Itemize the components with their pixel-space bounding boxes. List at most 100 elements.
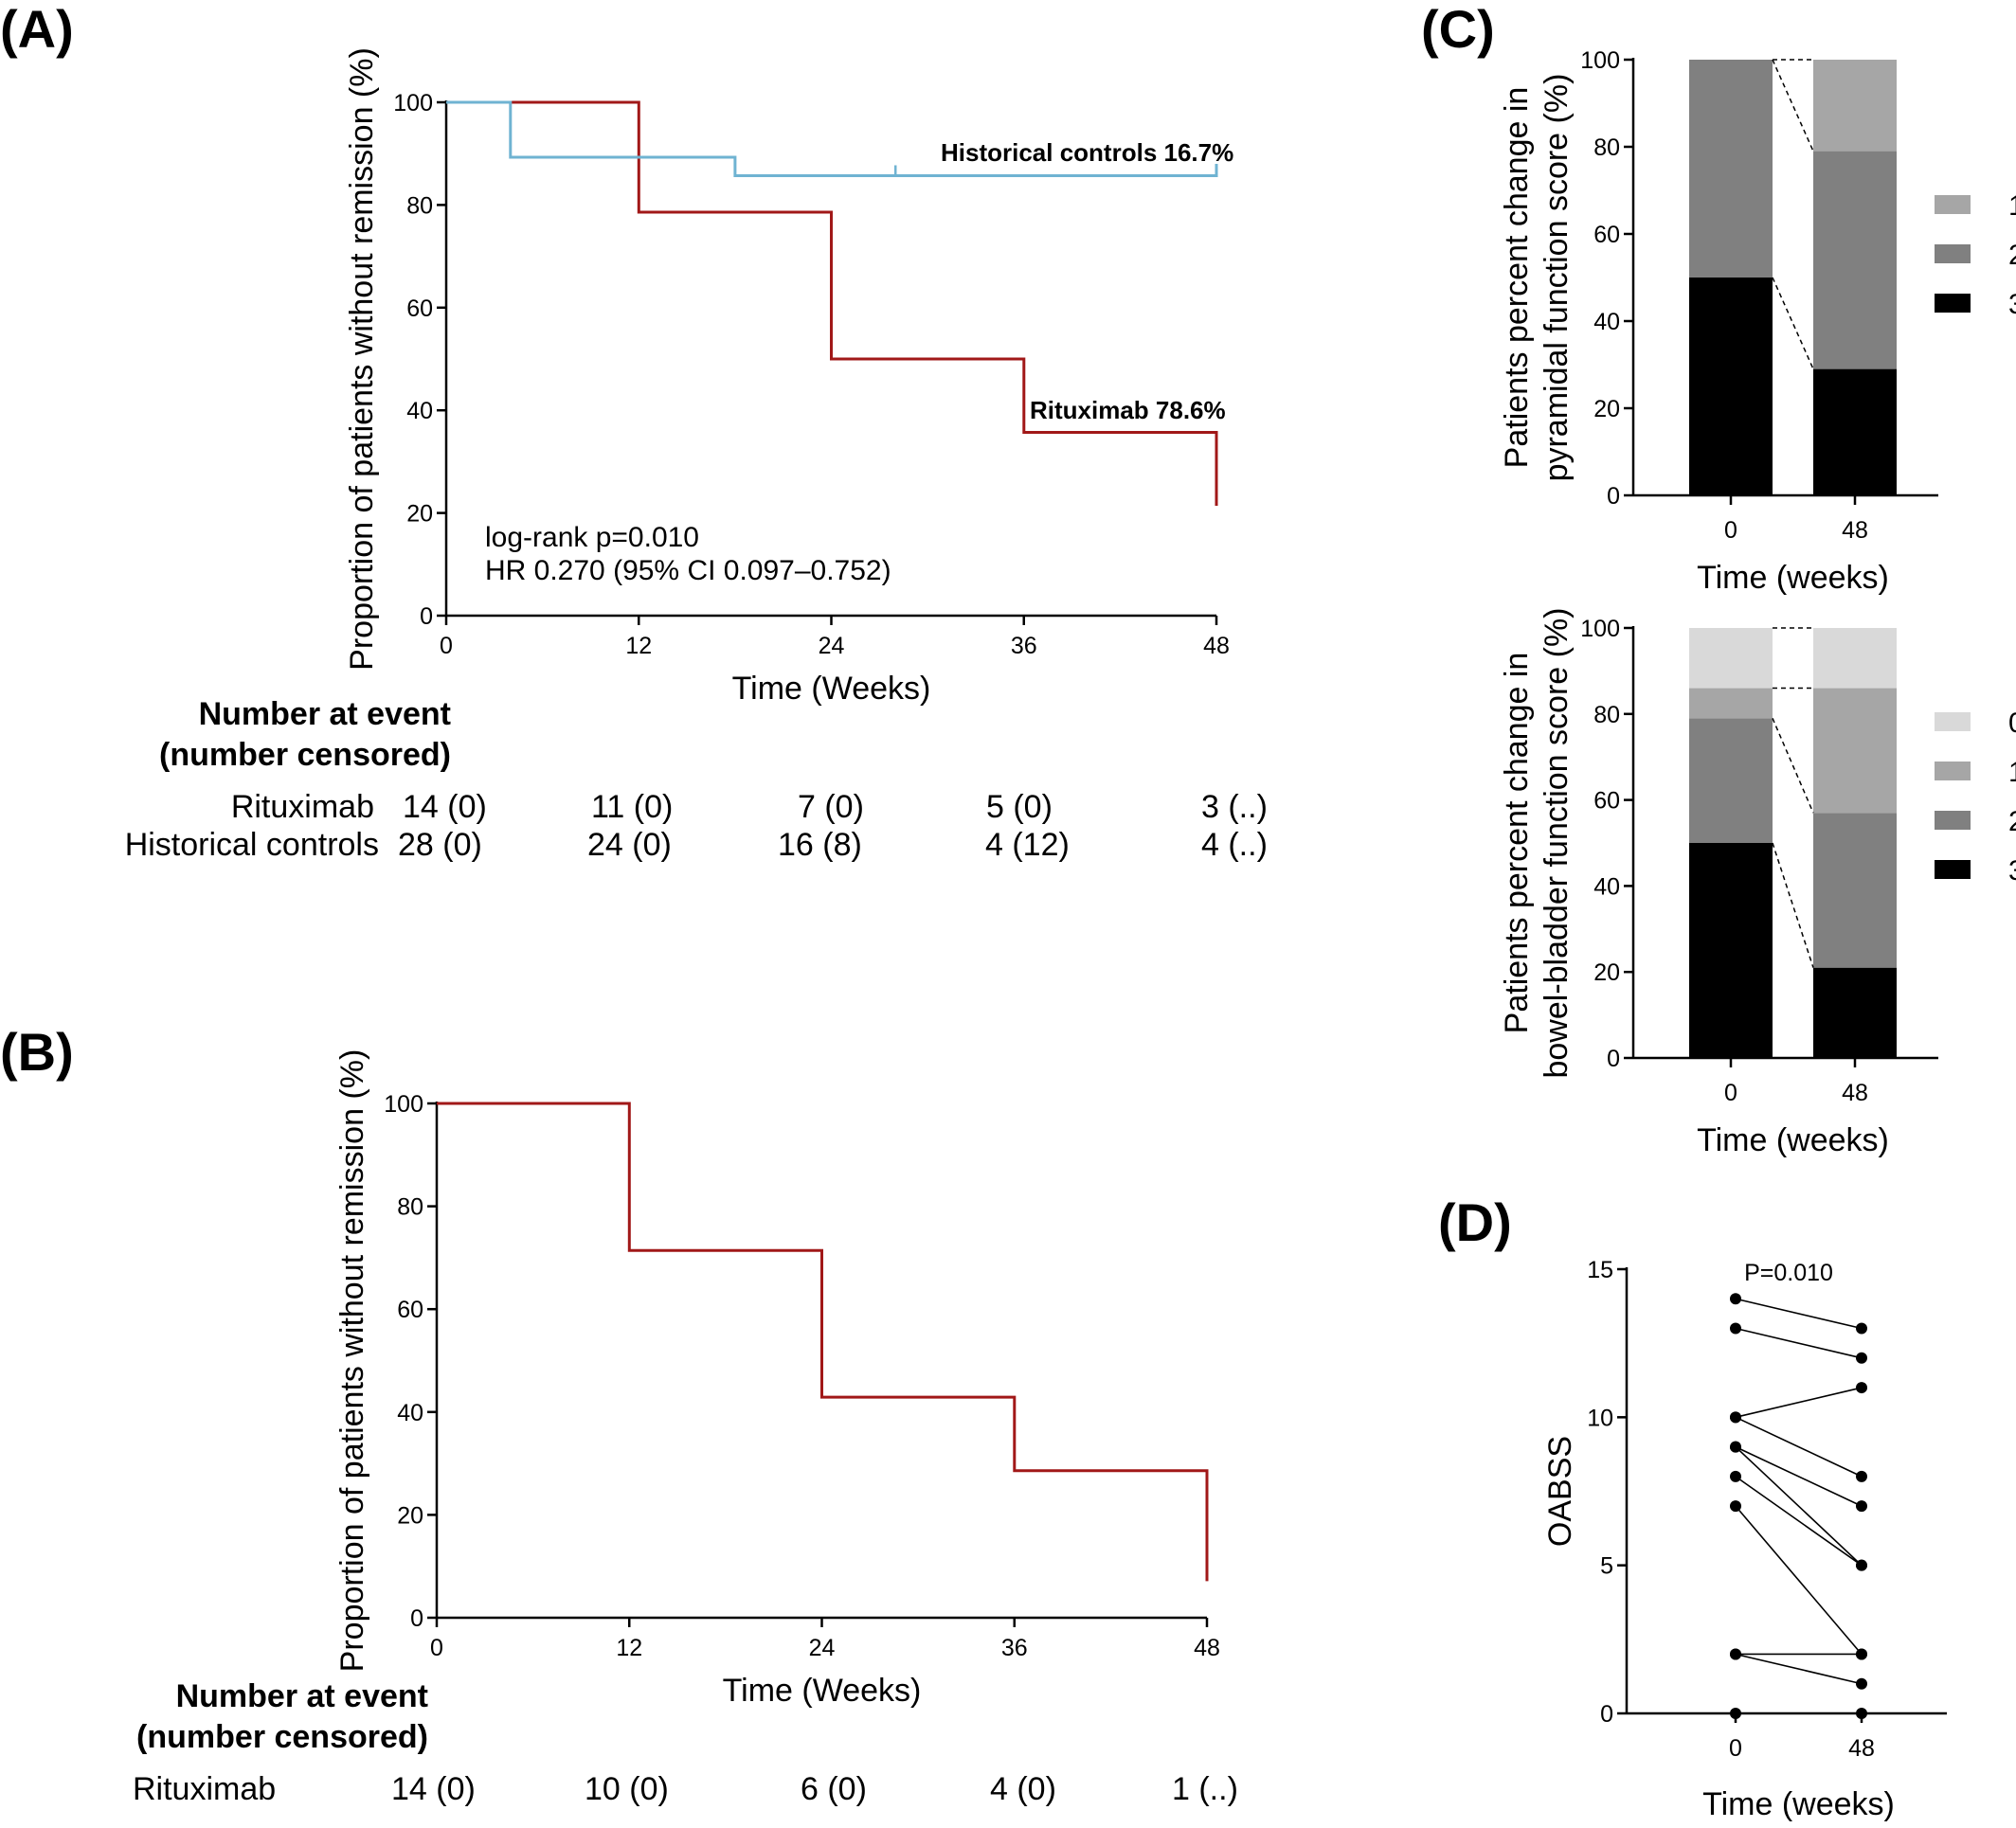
point-week-48	[1856, 1648, 1867, 1660]
y-tick-label: 0	[420, 603, 433, 630]
y-tick-label: 15	[1587, 1257, 1613, 1283]
bar-segment-score-2	[1689, 60, 1773, 278]
paired-line	[1735, 1416, 1863, 1478]
y-tick-label: 40	[397, 1400, 423, 1426]
risk-value: 4 (0)	[990, 1771, 1056, 1807]
x-tick-label: 48	[1842, 517, 1868, 544]
y-tick-label: 0	[410, 1605, 423, 1632]
point-week-48	[1856, 1470, 1867, 1482]
bar-segment-score-2	[1813, 813, 1897, 968]
y-tick-label: 20	[406, 501, 433, 528]
risk-row-rituximab-a: 14 (0) 11 (0) 7 (0) 5 (0) 3 (..)	[403, 789, 1268, 825]
point-week-48	[1856, 1352, 1867, 1364]
y-tick-label: 80	[1593, 134, 1620, 161]
y-tick-label: 20	[397, 1502, 423, 1529]
paired-line	[1735, 1446, 1863, 1567]
x-tick-label: 0	[1724, 517, 1737, 544]
y-tick-label: 100	[384, 1091, 423, 1118]
x-tick-label: 48	[1848, 1735, 1875, 1762]
risk-row-historical-a: 28 (0) 24 (0) 16 (8) 4 (12) 4 (..)	[398, 827, 1268, 863]
x-tick-label: 48	[1842, 1080, 1868, 1106]
y-axis-title: pyramidal function score (%)	[1539, 74, 1575, 482]
km-chart-a: 0 20 40 60 80 100 0 12 24 36 48 Time (Weeks) Proport…	[344, 47, 1230, 707]
bar-segment-score-3	[1813, 368, 1897, 495]
x-tick-label: 48	[1194, 1635, 1220, 1661]
risk-value: 28 (0)	[398, 827, 482, 863]
stacked-bar-bowel-bladder: 0 20 40 60 80 100 0 48 0 1 2 3 Time (weeks) Patients …	[1499, 607, 2016, 1158]
risk-value: 24 (0)	[587, 827, 672, 863]
y-tick-label: 10	[1587, 1405, 1613, 1431]
x-tick-label: 24	[819, 633, 845, 659]
panel-label-b: (B)	[0, 1022, 74, 1082]
x-axis-title: Time (weeks)	[1697, 560, 1889, 596]
km-curve-rituximab	[446, 100, 1218, 506]
connector-line	[1772, 718, 1814, 814]
risk-value: 7 (0)	[798, 789, 864, 825]
x-axis-title: Time (Weeks)	[732, 671, 931, 707]
y-tick-label: 100	[1580, 616, 1620, 642]
paired-line	[1735, 1387, 1863, 1419]
y-tick-label: 60	[397, 1297, 423, 1323]
legend-label: 1	[2008, 757, 2016, 788]
panel-label-d: (D)	[1438, 1192, 1512, 1252]
stats-hazard-ratio: HR 0.270 (95% CI 0.097–0.752)	[485, 555, 891, 586]
risk-value: 5 (0)	[986, 789, 1053, 825]
y-tick-label: 40	[406, 398, 433, 424]
legend-swatch	[1935, 712, 1971, 731]
x-tick-label: 48	[1203, 633, 1230, 659]
stats-logrank: log-rank p=0.010	[485, 522, 699, 553]
legend-swatch	[1935, 244, 1971, 263]
y-tick-label: 5	[1600, 1553, 1613, 1580]
x-tick-label: 0	[1724, 1080, 1737, 1106]
bar-segment-score-3	[1689, 843, 1773, 1058]
rituximab-annotation: Rituximab 78.6%	[1030, 396, 1226, 424]
x-tick-label: 0	[430, 1635, 443, 1661]
y-axis-title: Proportion of patients without remission…	[344, 47, 380, 671]
risk-value: 4 (..)	[1201, 827, 1268, 863]
x-tick-label: 36	[1001, 1635, 1028, 1661]
y-tick-label: 80	[397, 1194, 423, 1221]
y-tick-label: 0	[1600, 1701, 1613, 1728]
x-axis-title: Time (Weeks)	[723, 1673, 922, 1709]
km-curve-rituximab	[437, 1102, 1209, 1582]
point-week-48	[1856, 1708, 1867, 1719]
x-tick-label: 0	[1729, 1735, 1742, 1762]
x-tick-label: 0	[440, 633, 453, 659]
historical-controls-annotation: Historical controls 16.7%	[941, 138, 1233, 167]
y-tick-label: 80	[1593, 702, 1620, 728]
risk-value: 14 (0)	[391, 1771, 476, 1807]
y-tick-label: 0	[1607, 483, 1620, 510]
paired-line	[1735, 1298, 1863, 1330]
point-week-48	[1856, 1382, 1867, 1394]
legend-label: 3	[2008, 855, 2016, 887]
y-tick-label: 20	[1593, 959, 1620, 986]
y-tick-label: 80	[406, 192, 433, 219]
point-week-48	[1856, 1677, 1867, 1690]
y-axis-title: Patients percent change in	[1499, 653, 1535, 1034]
y-tick-label: 60	[1593, 788, 1620, 815]
legend-label: 3	[2008, 289, 2016, 320]
paired-line	[1735, 1445, 1863, 1507]
risk-value: 1 (..)	[1172, 1771, 1238, 1807]
y-tick-label: 0	[1607, 1046, 1620, 1072]
paired-line	[1735, 1505, 1863, 1655]
paired-line	[1735, 1327, 1863, 1359]
x-tick-label: 36	[1011, 633, 1037, 659]
bar-segment-score-1	[1689, 688, 1773, 719]
bar-segment-score-0	[1689, 628, 1773, 689]
legend-swatch	[1935, 294, 1971, 313]
y-tick-label: 40	[1593, 873, 1620, 900]
y-axis-title: Patients percent change in	[1499, 87, 1535, 469]
y-tick-label: 100	[1580, 47, 1620, 74]
y-axis-title: Proportion of patients without remission…	[334, 1049, 370, 1673]
paired-line	[1735, 1476, 1863, 1567]
legend-swatch	[1935, 860, 1971, 879]
x-tick-label: 12	[625, 633, 652, 659]
point-week-0	[1730, 1293, 1741, 1305]
risk-value: 4 (12)	[985, 827, 1070, 863]
risk-value: 14 (0)	[403, 789, 487, 825]
bar-segment-score-0	[1813, 628, 1897, 689]
risk-row-label-rituximab-b: Rituximab	[133, 1771, 276, 1807]
legend-label: 0	[2008, 708, 2016, 739]
paired-plot-oabss: 0 5 10 15 0 48 Time (weeks) OABSS	[1542, 1257, 1947, 1822]
